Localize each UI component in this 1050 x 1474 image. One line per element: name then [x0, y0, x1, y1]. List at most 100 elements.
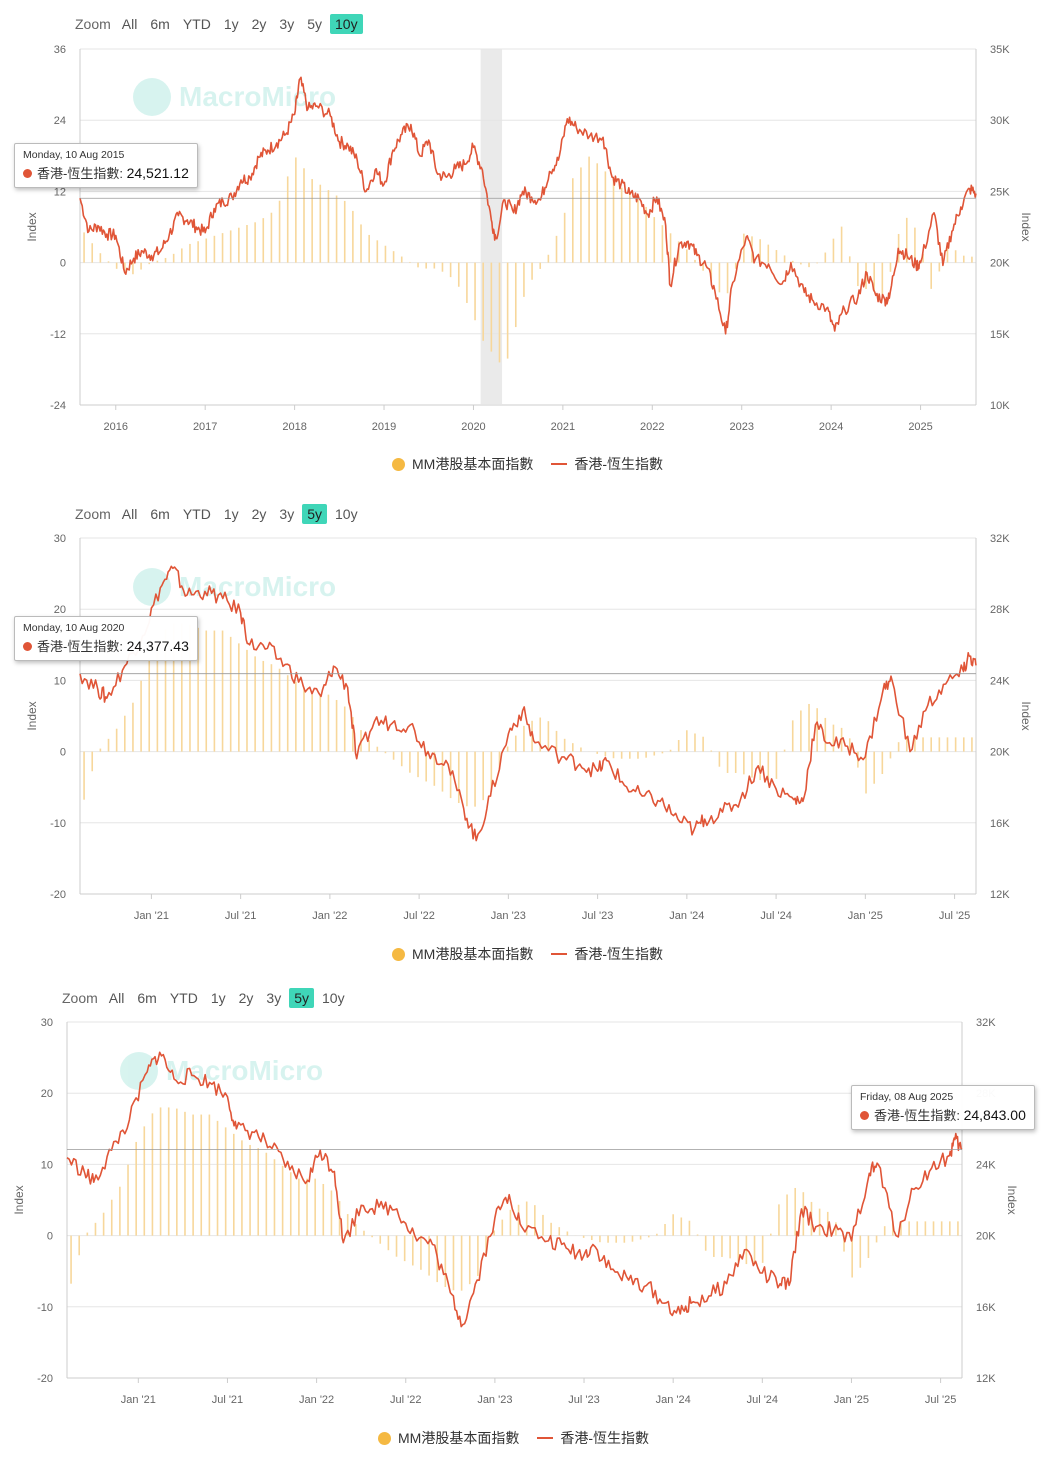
chart-panel-1: Zoom All 6m YTD 1y 2y 3y 5y 10y MacroMic…	[0, 0, 1050, 490]
y-left-tick-label: 20	[54, 604, 66, 616]
fundamental-bar	[110, 1199, 113, 1236]
fundamental-bar	[498, 751, 501, 770]
legend: MM港股基本面指數 香港-恆生指數	[392, 454, 681, 474]
zoom-ytd-button[interactable]: YTD	[182, 506, 211, 522]
legend-label: MM港股基本面指數	[398, 1430, 520, 1446]
y-right-tick-label: 30K	[990, 115, 1010, 127]
fundamental-bar	[783, 749, 786, 752]
fundamental-bar	[490, 751, 493, 793]
fundamental-bar	[873, 751, 875, 784]
zoom-6m-button[interactable]: 6m	[137, 990, 157, 1006]
fundamental-bar	[637, 199, 639, 263]
fundamental-bar	[639, 1235, 642, 1240]
fundamental-bar	[816, 262, 818, 264]
y-right-tick-label: 16K	[976, 1302, 996, 1314]
fundamental-bar	[417, 262, 419, 268]
zoom-label: Zoom	[75, 506, 111, 522]
zoom-3y-button[interactable]: 3y	[266, 990, 282, 1006]
fundamental-bar	[938, 262, 941, 272]
fundamental-bar	[881, 262, 884, 297]
fundamental-bar	[726, 262, 729, 294]
y-left-tick-label: -24	[50, 400, 66, 412]
fundamental-bar	[192, 1114, 194, 1236]
fundamental-bar	[327, 694, 330, 752]
zoom-6m-button[interactable]: 6m	[150, 16, 170, 32]
zoom-10y-button[interactable]: 10y	[322, 990, 345, 1006]
x-tick-label: Jan '23	[477, 1394, 512, 1406]
fundamental-bar	[452, 1235, 455, 1291]
legend-item-fundamental[interactable]: MM港股基本面指數	[392, 454, 533, 474]
fundamental-bar	[672, 1214, 674, 1236]
legend-item-fundamental[interactable]: MM港股基本面指數	[392, 944, 533, 964]
tooltip-series: 香港-恆生指數	[37, 166, 120, 181]
fundamental-bar	[905, 737, 908, 752]
zoom-1y-button[interactable]: 1y	[210, 990, 226, 1006]
zoom-2y-button[interactable]: 2y	[251, 16, 267, 32]
fundamental-bar	[851, 1235, 853, 1278]
x-tick-label: Jul '22	[390, 1394, 421, 1406]
zoom-1y-button[interactable]: 1y	[223, 16, 239, 32]
tooltip-value: 24,377.43	[126, 638, 189, 654]
zoom-6m-button[interactable]: 6m	[150, 506, 170, 522]
legend-item-fundamental[interactable]: MM港股基本面指數	[378, 1428, 519, 1448]
legend-line-icon	[551, 953, 568, 955]
zoom-5y-button[interactable]: 5y	[307, 16, 322, 32]
fundamental-bar	[466, 262, 468, 303]
fundamental-bar	[800, 262, 802, 265]
zoom-all-button[interactable]: All	[121, 506, 138, 522]
zoom-ytd-button[interactable]: YTD	[182, 16, 211, 32]
tooltip-value: 24,521.12	[126, 165, 189, 181]
fundamental-bar	[506, 262, 509, 359]
fundamental-bar	[278, 668, 281, 752]
fundamental-bar	[441, 262, 444, 272]
zoom-10y-button[interactable]: 10y	[335, 506, 358, 522]
fundamental-bar	[189, 624, 191, 752]
fundamental-bar	[930, 737, 932, 752]
y-left-tick-label: -10	[50, 818, 66, 830]
fundamental-bar	[843, 1235, 845, 1252]
tooltip-series: 香港-恆生指數	[874, 1108, 957, 1123]
zoom-5y-button[interactable]: 5y	[289, 988, 314, 1008]
fundamental-bar	[818, 1208, 821, 1236]
zoom-5y-button[interactable]: 5y	[302, 504, 327, 524]
fundamental-bar	[132, 262, 134, 275]
zoom-label: Zoom	[62, 990, 98, 1006]
zoom-all-button[interactable]: All	[108, 990, 125, 1006]
fundamental-bar	[612, 179, 615, 263]
fundamental-bar	[916, 1221, 919, 1236]
legend-item-hsi[interactable]: 香港-恆生指數	[551, 454, 663, 474]
fundamental-bar	[468, 1235, 471, 1285]
zoom-all-button[interactable]: All	[121, 16, 138, 32]
watermark: MacroMicro	[120, 1052, 323, 1090]
zoom-ytd-button[interactable]: YTD	[169, 990, 198, 1006]
legend-item-hsi[interactable]: 香港-恆生指數	[551, 944, 663, 964]
fundamental-bar	[270, 664, 273, 752]
fundamental-bar	[729, 1235, 731, 1259]
zoom-2y-button[interactable]: 2y	[251, 506, 267, 522]
fundamental-bar	[400, 256, 403, 263]
legend-item-hsi[interactable]: 香港-恆生指數	[537, 1428, 649, 1448]
x-tick-label: Jan '22	[299, 1394, 334, 1406]
fundamental-bar	[181, 248, 183, 263]
fundamental-bar	[791, 720, 794, 752]
fundamental-bar	[208, 1114, 211, 1236]
fundamental-bar	[826, 1211, 829, 1236]
fundamental-bar	[460, 1235, 463, 1291]
zoom-10y-button[interactable]: 10y	[330, 14, 363, 34]
y-right-axis-title: Index	[1005, 1185, 1019, 1214]
zoom-3y-button[interactable]: 3y	[279, 16, 295, 32]
fundamental-bar	[718, 262, 721, 293]
zoom-3y-button[interactable]: 3y	[279, 506, 295, 522]
fundamental-bar	[680, 1217, 683, 1236]
fundamental-bar	[563, 212, 566, 263]
fundamental-bar	[221, 233, 224, 263]
legend-label: MM港股基本面指數	[412, 456, 534, 472]
fundamental-bar	[922, 737, 924, 752]
zoom-2y-button[interactable]: 2y	[238, 990, 254, 1006]
y-right-tick-label: 35K	[990, 44, 1010, 56]
x-tick-label: 2018	[282, 421, 306, 433]
fundamental-bar	[580, 167, 582, 263]
zoom-1y-button[interactable]: 1y	[223, 506, 239, 522]
fundamental-bar	[205, 238, 208, 263]
fundamental-bar	[710, 750, 713, 752]
